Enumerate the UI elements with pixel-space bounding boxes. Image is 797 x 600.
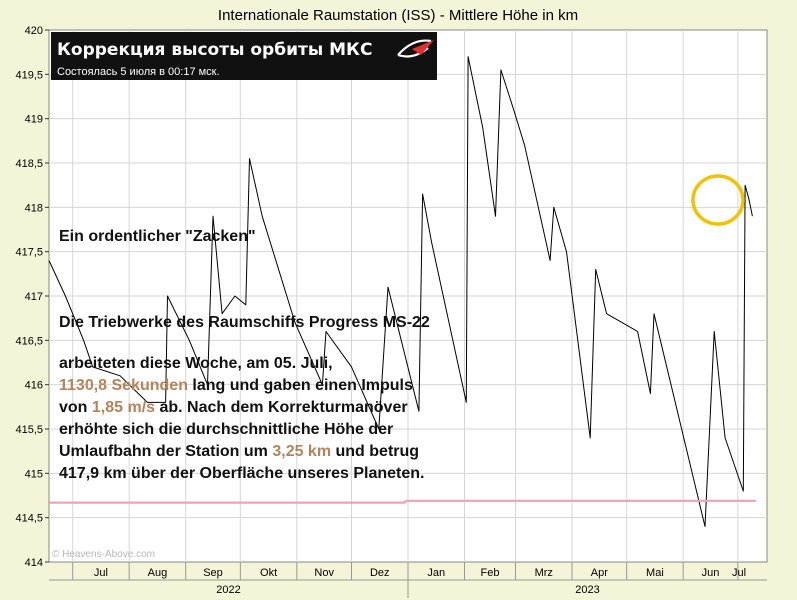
body-text: arbeiteten diese Woche, am 05. Juli, 113… xyxy=(59,355,425,482)
y-tick-label: 419,5 xyxy=(15,69,43,81)
body-line-3: von 1,85 m/s ab. Nach dem Korrekturmanöv… xyxy=(59,399,408,416)
body-line-4: erhöhte sich die durchschnittliche Höhe … xyxy=(59,421,393,438)
banner-title: Коррекция высоты орбиты МКС xyxy=(57,40,372,60)
body-line-2: 1130,8 Sekunden lang und gaben einen Imp… xyxy=(59,377,413,394)
watermark: © Heavens-Above.com xyxy=(52,549,155,560)
body-line-6: 417,9 km über der Oberfläche unseres Pla… xyxy=(59,465,425,482)
x-tick-label: Dez xyxy=(370,567,390,579)
chart-title: Internationale Raumstation (ISS) - Mittl… xyxy=(218,7,578,24)
series-layer xyxy=(48,56,757,527)
x-tick-label: Jul xyxy=(94,567,108,579)
x-tick-label: Aug xyxy=(148,567,168,579)
body-line-1: arbeiteten diese Woche, am 05. Juli, xyxy=(59,355,333,372)
y-tick-label: 414,5 xyxy=(15,513,43,525)
x-year-label: 2022 xyxy=(216,584,240,596)
y-axis-ticks: 414 414,5 415 415,5 416 416,5 417 417,5 418 418,5… xyxy=(15,25,49,569)
x-tick-label: Nov xyxy=(314,567,334,579)
x-tick-label: Apr xyxy=(591,567,608,579)
y-tick-label: 415 xyxy=(25,468,43,480)
y-tick-label: 417 xyxy=(25,291,43,303)
y-tick-label: 416,5 xyxy=(15,335,43,347)
y-tick-label: 419 xyxy=(25,114,43,126)
x-tick-label: Mai xyxy=(646,567,664,579)
banner-background xyxy=(51,32,437,80)
y-tick-label: 418,5 xyxy=(15,158,43,170)
x-tick-label: Feb xyxy=(481,567,500,579)
x-tick-label: Jan xyxy=(427,567,445,579)
x-tick-label: Sep xyxy=(203,567,223,579)
body-line-5: Umlaufbahn der Station um 3,25 km und be… xyxy=(59,443,419,460)
y-tick-label: 418 xyxy=(25,202,43,214)
roscosmos-logo-icon xyxy=(397,39,434,58)
zacken-label: Ein ordentlicher "Zacken" xyxy=(59,228,256,245)
highlight-seconds: 1130,8 Sekunden xyxy=(59,377,188,394)
x-tick-label: Jul xyxy=(732,567,746,579)
x-tick-label: Okt xyxy=(260,567,277,579)
body-heading: Die Triebwerke des Raumschiffs Progress … xyxy=(59,314,430,331)
y-tick-label: 415,5 xyxy=(15,424,43,436)
banner-subtitle: Состоялась 5 июля в 00:17 мск. xyxy=(57,66,220,78)
y-tick-label: 420 xyxy=(25,25,43,37)
highlight-circle xyxy=(691,174,745,226)
x-tick-label: Jun xyxy=(702,567,720,579)
banner: Коррекция высоты орбиты МКС Состоялась 5… xyxy=(51,32,437,80)
highlight-speed: 1,85 m/s xyxy=(92,399,155,416)
x-axis-ticks: Jul Aug Sep Okt Nov Dez Jan Feb Mrz Apr Mai Jun Jul 2… xyxy=(49,562,767,598)
x-tick-label: Mrz xyxy=(535,567,553,579)
reference-line xyxy=(49,499,757,504)
x-year-label: 2023 xyxy=(575,584,599,596)
y-tick-label: 416 xyxy=(25,380,43,392)
y-tick-label: 417,5 xyxy=(15,247,43,259)
highlight-km: 3,25 km xyxy=(272,443,331,460)
y-tick-label: 414 xyxy=(25,557,43,569)
altitude-line xyxy=(48,56,753,527)
